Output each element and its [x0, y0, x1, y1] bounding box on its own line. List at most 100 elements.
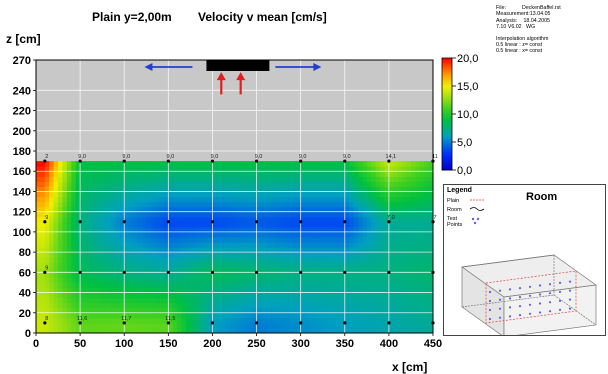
heatmap-cell	[88, 272, 94, 278]
heatmap-cell	[155, 292, 161, 299]
y-tick-label: 200	[13, 126, 31, 138]
heatmap-cell	[313, 226, 319, 233]
heatmap-cell	[97, 166, 103, 172]
heatmap-cell	[238, 181, 244, 187]
heatmap-cell	[177, 242, 183, 248]
colorbar-segment	[442, 70, 452, 73]
heatmap-cell	[159, 196, 165, 203]
heatmap-cell	[119, 171, 125, 177]
heatmap-cell	[388, 186, 394, 193]
heatmap-cell	[322, 262, 328, 268]
heatmap-cell	[128, 247, 134, 253]
heatmap-cell	[331, 242, 337, 248]
heatmap-cell	[75, 196, 81, 203]
heatmap-cell	[75, 292, 81, 299]
heatmap-cell	[305, 231, 311, 238]
flow-arrows	[144, 60, 322, 95]
heatmap-cell	[163, 226, 169, 233]
heatmap-cell	[146, 206, 152, 213]
heatmap-cell	[419, 211, 425, 218]
heatmap-cell	[238, 236, 244, 243]
heatmap-cell	[97, 171, 103, 177]
heatmap-cell	[75, 302, 81, 309]
heatmap-cell	[349, 221, 355, 228]
heatmap-cell	[322, 322, 328, 329]
heatmap-cell	[256, 196, 262, 203]
heatmap-cell	[318, 252, 324, 258]
heatmap-cell	[322, 211, 328, 218]
heatmap-cell	[137, 236, 143, 243]
room-test-point	[508, 306, 512, 309]
heatmap-cell	[283, 171, 289, 177]
heatmap-cell	[141, 221, 147, 228]
heatmap-cell	[313, 292, 319, 299]
heatmap-cell	[269, 322, 275, 329]
heatmap-cell	[362, 287, 368, 294]
heatmap-cell	[53, 262, 59, 268]
heatmap-cell	[340, 307, 346, 314]
heatmap-cell	[66, 282, 72, 289]
heatmap-cell	[163, 302, 169, 309]
heatmap-cell	[71, 221, 77, 228]
heatmap-cell	[327, 221, 333, 228]
heatmap-cell	[243, 277, 249, 284]
room-test-point	[568, 280, 572, 283]
heatmap-cell	[256, 322, 262, 329]
heatmap-cell	[402, 247, 408, 253]
room-test-point	[538, 284, 542, 287]
heatmap-cell	[327, 201, 333, 208]
heatmap-cell	[300, 252, 306, 258]
heatmap-cell	[208, 206, 214, 213]
heatmap-cell	[287, 272, 293, 278]
heatmap-cell	[163, 297, 169, 304]
heatmap-cell	[36, 272, 42, 278]
heatmap-cell	[88, 216, 94, 223]
heatmap-cell	[106, 166, 112, 172]
analysis-label: Analysis:	[496, 17, 518, 24]
heatmap-cell	[406, 201, 412, 208]
heatmap-cell	[84, 267, 90, 273]
heatmap-cell	[137, 161, 143, 167]
room-test-point	[568, 298, 572, 301]
colorbar-segment	[442, 147, 452, 150]
heatmap-cell	[185, 176, 191, 182]
heatmap-cell	[335, 292, 341, 299]
heatmap-cell	[402, 307, 408, 314]
heatmap-cell	[283, 262, 289, 268]
heatmap-cell	[163, 292, 169, 299]
heatmap-cell	[318, 211, 324, 218]
heatmap-cell	[66, 322, 72, 329]
heatmap-cell	[190, 226, 196, 233]
heatmap-cell	[155, 166, 161, 172]
heatmap-cell	[172, 327, 178, 333]
test-point-marker	[43, 270, 47, 274]
heatmap-cell	[269, 252, 275, 258]
heatmap-cell	[44, 267, 50, 273]
heatmap-cell	[71, 272, 77, 278]
heatmap-cell	[93, 262, 99, 268]
heatmap-cell	[168, 242, 174, 248]
heatmap-cell	[415, 171, 421, 177]
heatmap-cell	[375, 307, 381, 314]
heatmap-cell	[216, 297, 222, 304]
heatmap-cell	[163, 252, 169, 258]
heatmap-cell	[203, 327, 209, 333]
heatmap-cell	[119, 166, 125, 172]
heatmap-cell	[278, 231, 284, 238]
point-value-label: 11	[432, 154, 438, 160]
test-point-marker	[343, 270, 347, 274]
heatmap-cell	[428, 257, 433, 263]
heatmap-cell	[172, 277, 178, 284]
heatmap-cell	[313, 302, 319, 309]
heatmap-cell	[243, 312, 249, 319]
colorbar-segment	[442, 163, 452, 165]
heatmap-cell	[291, 211, 297, 218]
heatmap-cell	[269, 277, 275, 284]
heatmap-cell	[410, 292, 416, 299]
heatmap-cell	[335, 317, 341, 324]
heatmap-cell	[194, 216, 200, 223]
heatmap-cell	[252, 186, 258, 193]
heatmap-cell	[203, 267, 209, 273]
heatmap-cell	[124, 236, 130, 243]
heatmap-cell	[203, 206, 209, 213]
